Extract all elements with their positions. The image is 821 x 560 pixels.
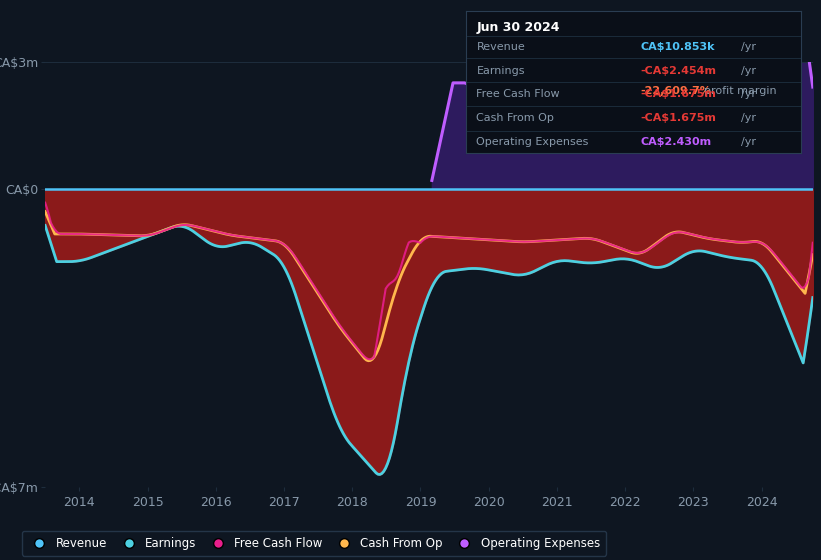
Text: CA$10.853k: CA$10.853k	[640, 42, 715, 52]
Text: CA$2.430m: CA$2.430m	[640, 137, 712, 147]
Text: Free Cash Flow: Free Cash Flow	[476, 89, 560, 99]
Text: /yr: /yr	[741, 137, 756, 147]
Text: Operating Expenses: Operating Expenses	[476, 137, 589, 147]
Text: /yr: /yr	[741, 89, 756, 99]
Text: Revenue: Revenue	[476, 42, 525, 52]
Text: Jun 30 2024: Jun 30 2024	[476, 21, 560, 34]
Text: Cash From Op: Cash From Op	[476, 114, 554, 123]
Text: Earnings: Earnings	[476, 66, 525, 76]
Text: /yr: /yr	[741, 114, 756, 123]
Text: -CA$1.675m: -CA$1.675m	[640, 89, 717, 99]
Text: -CA$2.454m: -CA$2.454m	[640, 66, 717, 76]
Text: -22,609.7%: -22,609.7%	[640, 86, 711, 96]
Text: profit margin: profit margin	[704, 86, 777, 96]
Text: -CA$1.675m: -CA$1.675m	[640, 114, 717, 123]
Legend: Revenue, Earnings, Free Cash Flow, Cash From Op, Operating Expenses: Revenue, Earnings, Free Cash Flow, Cash …	[22, 531, 606, 556]
Text: /yr: /yr	[741, 42, 756, 52]
Text: /yr: /yr	[741, 66, 756, 76]
